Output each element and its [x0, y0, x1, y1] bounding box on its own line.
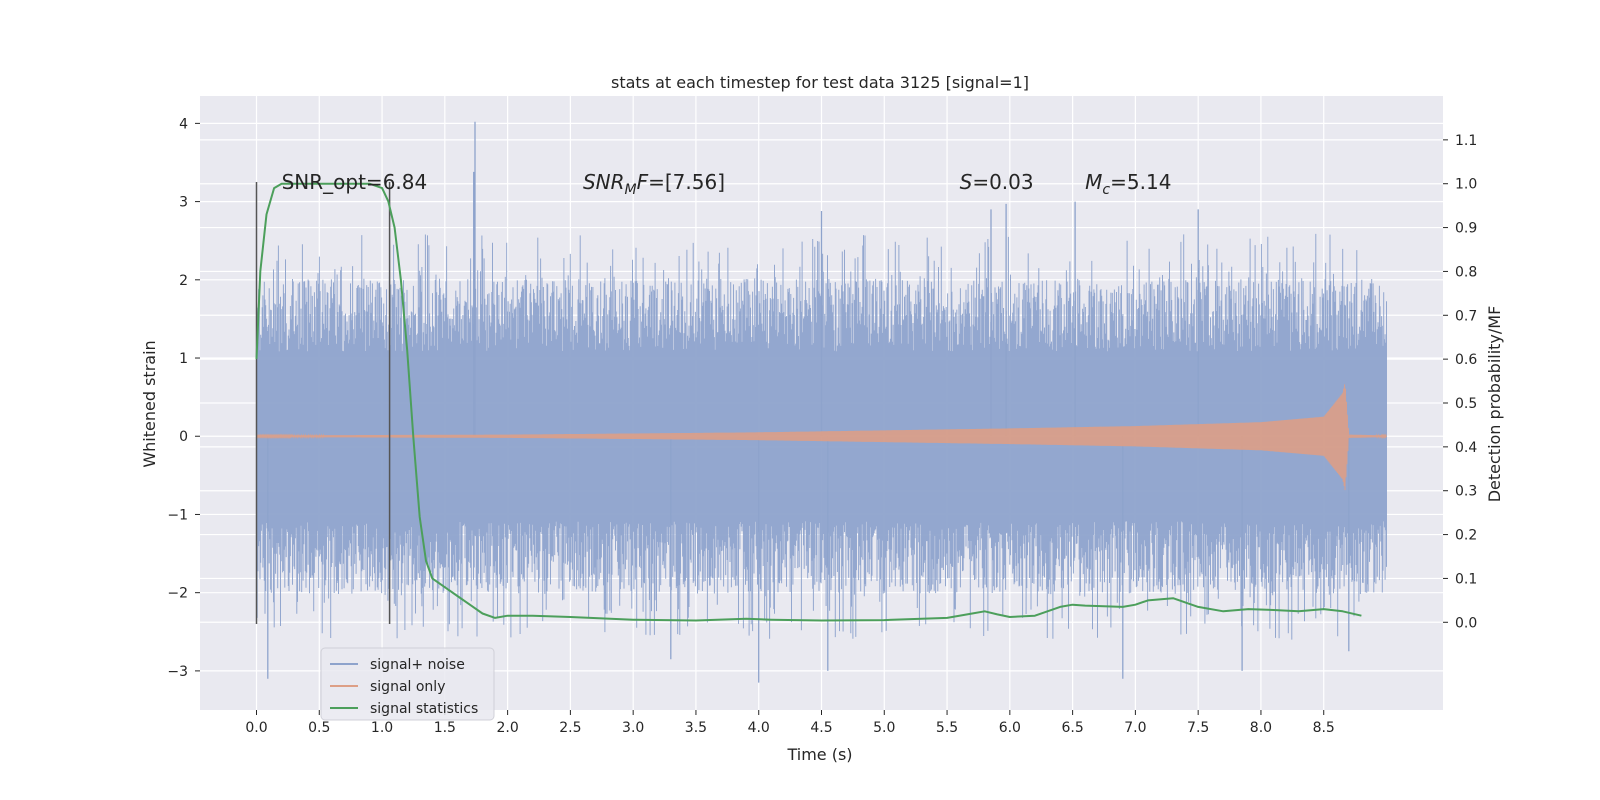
- y-right-tick-label-10: 1.0: [1455, 177, 1477, 193]
- x-tick-label-11: 5.5: [936, 720, 958, 736]
- legend-label-signal-only: signal only: [370, 679, 445, 695]
- x-tick-label-10: 5.0: [873, 720, 895, 736]
- x-tick-label-9: 4.5: [810, 720, 832, 736]
- x-tick-label-6: 3.0: [622, 720, 644, 736]
- x-axis-ticks: 0.0 0.5 1.0 1.5 2.0 2.5 3.0 3.5 4.0 4.5 5.0 5.5 6.0 6…: [245, 710, 1335, 736]
- x-tick-label-17: 8.5: [1313, 720, 1335, 736]
- y-right-tick-label-2: 0.2: [1455, 528, 1477, 544]
- x-tick-label-3: 1.5: [434, 720, 456, 736]
- y-right-tick-label-8: 0.8: [1455, 264, 1477, 280]
- y-left-tick-label-2: −1: [167, 507, 188, 523]
- noise-spikes: [267, 121, 1350, 683]
- y-right-tick-label-3: 0.3: [1455, 484, 1477, 500]
- y-right-tick-label-9: 0.9: [1455, 221, 1477, 237]
- y-left-tick-label-6: 3: [179, 195, 188, 211]
- x-tick-label-1: 0.5: [308, 720, 330, 736]
- legend-label-signal-statistics: signal statistics: [370, 701, 478, 717]
- y-left-tick-label-0: −3: [167, 664, 188, 680]
- series-signal-statistics: [255, 182, 1362, 622]
- annotation-snr-opt: SNR_opt=6.84: [282, 170, 428, 194]
- annotation-chirp-mass: Mc=5.14: [1085, 170, 1171, 198]
- y-right-tick-label-5: 0.5: [1455, 396, 1477, 412]
- statistics-line: [255, 182, 1362, 622]
- y-right-tick-label-0: 0.0: [1455, 615, 1477, 631]
- y-left-tick-label-3: 0: [179, 429, 188, 445]
- annotation-snr-mf: SNRMF=[7.56]: [583, 170, 725, 198]
- y-right-axis-ticks: 0.0 0.1 0.2 0.3 0.4 0.5 0.6 0.7 0.8 0.9 1.0 1.1: [1443, 133, 1477, 631]
- x-tick-label-7: 3.5: [685, 720, 707, 736]
- series-signal-only: [256, 384, 1387, 491]
- y-right-tick-label-1: 0.1: [1455, 571, 1477, 587]
- y-left-tick-label-5: 2: [179, 273, 188, 289]
- y-left-tick-label-7: 4: [179, 116, 188, 132]
- x-tick-label-4: 2.0: [496, 720, 518, 736]
- x-tick-label-14: 7.0: [1124, 720, 1146, 736]
- legend-box: [320, 647, 495, 721]
- y-left-tick-label-4: 1: [179, 351, 188, 367]
- y-right-axis-label: Detection probability/MF: [1485, 306, 1504, 503]
- x-tick-label-5: 2.5: [559, 720, 581, 736]
- x-tick-label-8: 4.0: [748, 720, 770, 736]
- annotations: SNR_opt=6.84 SNRMF=[7.56] S=0.03 Mc=5.14: [282, 170, 1172, 198]
- x-tick-label-0: 0.0: [245, 720, 267, 736]
- y-left-axis-label: Whitened strain: [140, 340, 159, 467]
- x-tick-label-12: 6.0: [999, 720, 1021, 736]
- y-right-tick-label-11: 1.1: [1455, 133, 1477, 149]
- chart-title: stats at each timestep for test data 312…: [611, 73, 1029, 92]
- y-right-tick-label-7: 0.7: [1455, 308, 1477, 324]
- x-tick-label-2: 1.0: [371, 720, 393, 736]
- legend-label-signal-noise: signal+ noise: [370, 657, 465, 673]
- vertical-markers: [255, 182, 391, 624]
- y-right-tick-label-4: 0.4: [1455, 440, 1477, 456]
- y-right-tick-label-6: 0.6: [1455, 352, 1477, 368]
- x-tick-label-15: 7.5: [1187, 720, 1209, 736]
- x-tick-label-13: 6.5: [1061, 720, 1083, 736]
- y-left-axis-ticks: −3 −2 −1 0 1 2 3 4: [167, 116, 200, 680]
- y-left-tick-label-1: −2: [167, 586, 188, 602]
- annotation-spin: S=0.03: [960, 170, 1034, 194]
- x-axis-label: Time (s): [786, 745, 852, 764]
- legend: signal+ noise signal only signal statist…: [320, 647, 495, 721]
- signal-trace: [256, 384, 1387, 491]
- x-tick-label-16: 8.0: [1250, 720, 1272, 736]
